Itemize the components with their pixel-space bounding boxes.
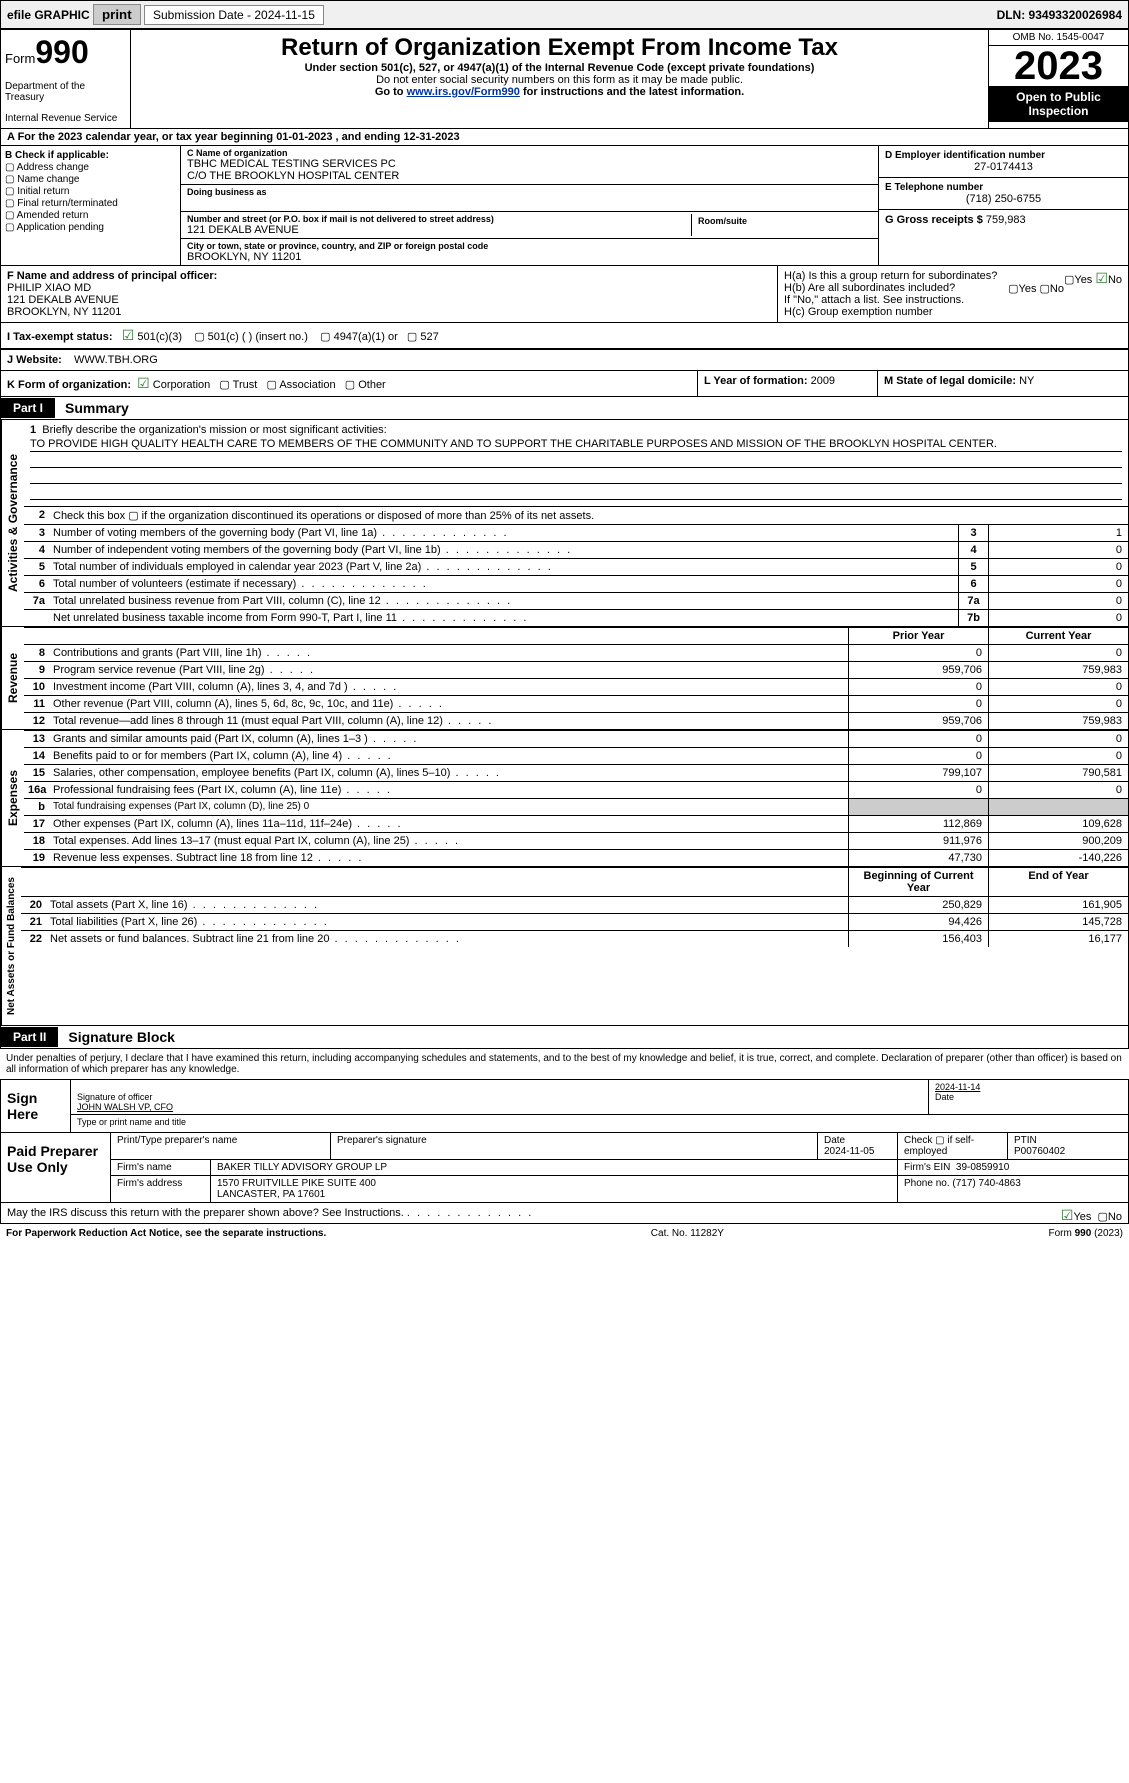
mission-text: TO PROVIDE HIGH QUALITY HEALTH CARE TO M…	[30, 438, 1122, 452]
website-value: WWW.TBH.ORG	[74, 354, 158, 366]
checkbox-address-change[interactable]: ▢ Address change	[5, 162, 176, 173]
form-title: Return of Organization Exempt From Incom…	[141, 34, 978, 62]
gov-row-6: 6Total number of volunteers (estimate if…	[24, 575, 1128, 592]
expense-row-14: 14Benefits paid to or for members (Part …	[24, 747, 1128, 764]
checkbox-discuss-yes: ☑	[1061, 1207, 1074, 1223]
gov-row-: Net unrelated business taxable income fr…	[24, 609, 1128, 626]
city-state-zip: BROOKLYN, NY 11201	[187, 251, 872, 263]
revenue-row-10: 10Investment income (Part VIII, column (…	[24, 678, 1128, 695]
expense-row-16a: 16aProfessional fundraising fees (Part I…	[24, 781, 1128, 798]
gov-row-2: 2Check this box ▢ if the organization di…	[24, 506, 1128, 524]
part2-header-row: Part II Signature Block	[0, 1026, 1129, 1049]
dept-irs: Internal Revenue Service	[5, 113, 126, 124]
expense-row-19: 19Revenue less expenses. Subtract line 1…	[24, 849, 1128, 866]
page-footer: For Paperwork Reduction Act Notice, see …	[0, 1224, 1129, 1243]
street-address: 121 DEKALB AVENUE	[187, 224, 691, 236]
org-name-2: C/O THE BROOKLYN HOSPITAL CENTER	[187, 170, 872, 182]
goto-link[interactable]: Go to www.irs.gov/Form990 for instructio…	[141, 86, 978, 98]
expense-row-b: bTotal fundraising expenses (Part IX, co…	[24, 798, 1128, 815]
row-ij: I Tax-exempt status: ☑ 501(c)(3) ▢ 501(c…	[0, 323, 1129, 350]
checkbox-501c3-checked: ☑	[122, 327, 135, 343]
revenue-row-9: 9Program service revenue (Part VIII, lin…	[24, 661, 1128, 678]
form-subtitle2: Do not enter social security numbers on …	[141, 74, 978, 86]
expense-row-13: 13Grants and similar amounts paid (Part …	[24, 730, 1128, 747]
revenue-section: Revenue Prior Year Current Year 8Contrib…	[0, 627, 1129, 730]
checkbox-application-pending[interactable]: ▢ Application pending	[5, 222, 176, 233]
expense-row-15: 15Salaries, other compensation, employee…	[24, 764, 1128, 781]
expenses-section: Expenses 13Grants and similar amounts pa…	[0, 730, 1129, 867]
revenue-row-11: 11Other revenue (Part VIII, column (A), …	[24, 695, 1128, 712]
print-button[interactable]: print	[93, 4, 141, 25]
net-row-22: 22Net assets or fund balances. Subtract …	[21, 930, 1128, 947]
row-a-calendar-year: A For the 2023 calendar year, or tax yea…	[0, 129, 1129, 146]
gov-row-5: 5Total number of individuals employed in…	[24, 558, 1128, 575]
paid-preparer-block: Paid Preparer Use Only Print/Type prepar…	[0, 1133, 1129, 1203]
form-header: Form990 Department of the Treasury Inter…	[0, 29, 1129, 129]
perjury-declaration: Under penalties of perjury, I declare th…	[0, 1049, 1129, 1079]
checkbox-name-change[interactable]: ▢ Name change	[5, 174, 176, 185]
tax-year: 2023	[989, 46, 1128, 86]
revenue-row-12: 12Total revenue—add lines 8 through 11 (…	[24, 712, 1128, 729]
box-b: B Check if applicable: ▢ Address change▢…	[1, 146, 181, 265]
row-fh: F Name and address of principal officer:…	[0, 266, 1129, 323]
ein-value: 27-0174413	[885, 161, 1122, 173]
gov-row-4: 4Number of independent voting members of…	[24, 541, 1128, 558]
form-number: 990	[35, 34, 88, 70]
section-bcd: B Check if applicable: ▢ Address change▢…	[0, 146, 1129, 266]
row-klm: K Form of organization: ☑ Corporation ▢ …	[0, 371, 1129, 397]
box-c: C Name of organization TBHC MEDICAL TEST…	[181, 146, 878, 265]
revenue-row-8: 8Contributions and grants (Part VIII, li…	[24, 644, 1128, 661]
phone-value: (718) 250-6755	[885, 193, 1122, 205]
discuss-row: May the IRS discuss this return with the…	[0, 1203, 1129, 1224]
top-header-bar: efile GRAPHIC print Submission Date - 20…	[0, 0, 1129, 29]
submission-date: Submission Date - 2024-11-15	[144, 5, 324, 25]
dln-label: DLN: 93493320026984	[997, 8, 1122, 22]
net-row-21: 21Total liabilities (Part X, line 26)94,…	[21, 913, 1128, 930]
activities-governance-section: Activities & Governance 1 Briefly descri…	[0, 420, 1129, 627]
gov-row-7a: 7aTotal unrelated business revenue from …	[24, 592, 1128, 609]
expense-row-18: 18Total expenses. Add lines 13–17 (must …	[24, 832, 1128, 849]
gov-row-3: 3Number of voting members of the governi…	[24, 524, 1128, 541]
gross-receipts: 759,983	[986, 214, 1026, 226]
checkbox-initial-return[interactable]: ▢ Initial return	[5, 186, 176, 197]
expense-row-17: 17Other expenses (Part IX, column (A), l…	[24, 815, 1128, 832]
efile-label: efile GRAPHIC	[7, 8, 90, 22]
net-row-20: 20Total assets (Part X, line 16)250,8291…	[21, 896, 1128, 913]
form-subtitle1: Under section 501(c), 527, or 4947(a)(1)…	[141, 62, 978, 74]
row-j: J Website: WWW.TBH.ORG	[0, 350, 1129, 371]
checkbox-amended-return[interactable]: ▢ Amended return	[5, 210, 176, 221]
sign-here-block: Sign Here Signature of officerJOHN WALSH…	[0, 1079, 1129, 1133]
org-name-1: TBHC MEDICAL TESTING SERVICES PC	[187, 158, 872, 170]
box-d: D Employer identification number 27-0174…	[878, 146, 1128, 265]
part1-header-row: Part I Summary	[0, 397, 1129, 420]
dept-treasury: Department of the Treasury	[5, 81, 126, 103]
open-inspection-badge: Open to Public Inspection	[989, 86, 1128, 122]
checkbox-final-return-terminated[interactable]: ▢ Final return/terminated	[5, 198, 176, 209]
net-assets-section: Net Assets or Fund Balances Beginning of…	[0, 867, 1129, 1026]
